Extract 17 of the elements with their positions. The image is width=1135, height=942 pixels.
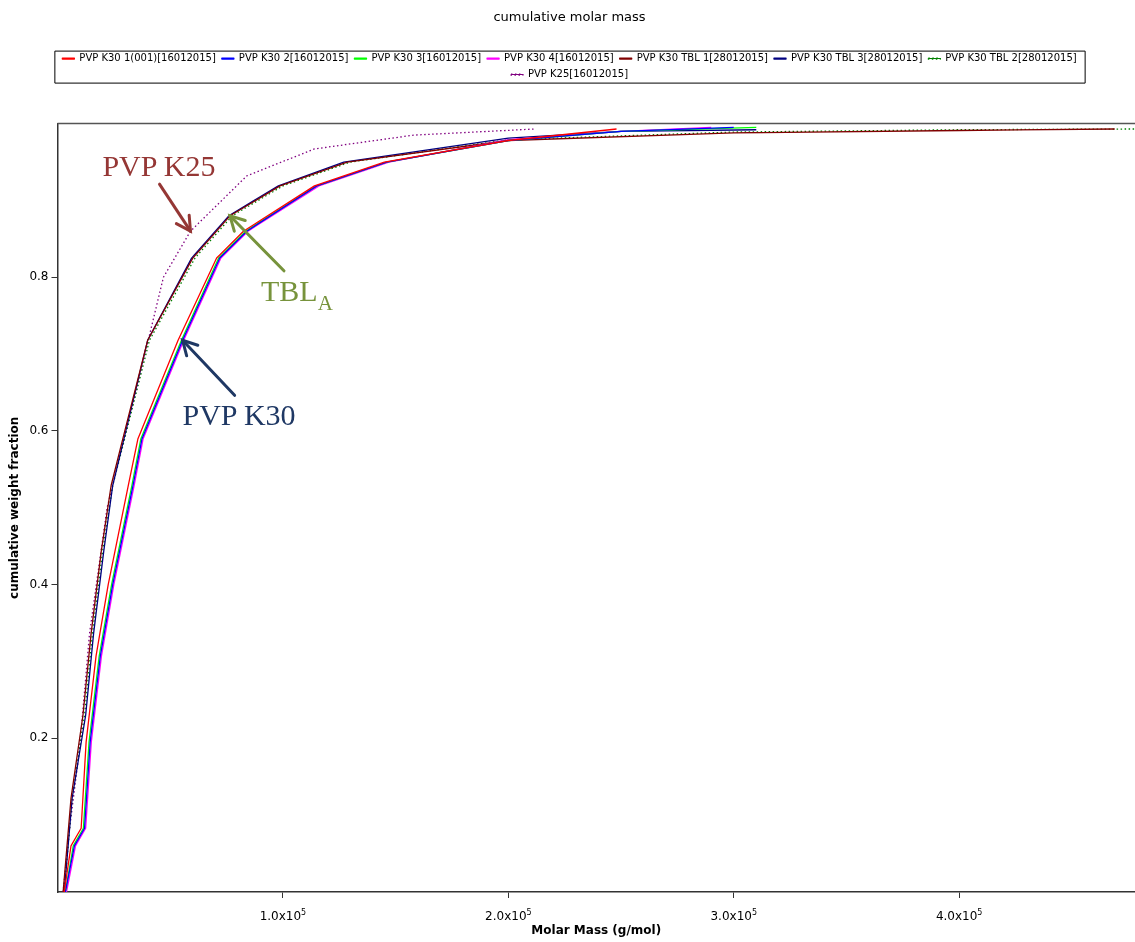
legend-label: PVP K30 2[16012015]: [238, 52, 349, 64]
y-tick-label: 0.6: [29, 423, 49, 438]
y-tick-label: 0.4: [29, 576, 49, 591]
annotation: PVP K30: [182, 398, 296, 432]
legend-label: PVP K30 TBL 1[28012015]: [636, 52, 769, 64]
annotation: PVP K25: [102, 149, 216, 183]
legend-label: PVP K30 TBL 2[28012015]: [945, 52, 1077, 64]
y-tick-label: 0.2: [29, 730, 49, 745]
legend-label: PVP K30 3[16012015]: [371, 52, 482, 64]
legend-label: PVP K25[16012015]: [527, 68, 629, 80]
y-tick-label: 0.8: [29, 269, 49, 284]
chart-title: cumulative molar mass: [493, 9, 646, 25]
legend-label: PVP K30 1(001)[16012015]: [79, 52, 216, 64]
legend-label: PVP K30 TBL 3[28012015]: [790, 52, 923, 64]
legend-label: PVP K30 4[16012015]: [504, 52, 614, 64]
x-axis-title: Molar Mass (g/mol): [531, 922, 662, 937]
y-axis-title: cumulative weight fraction: [7, 416, 22, 599]
